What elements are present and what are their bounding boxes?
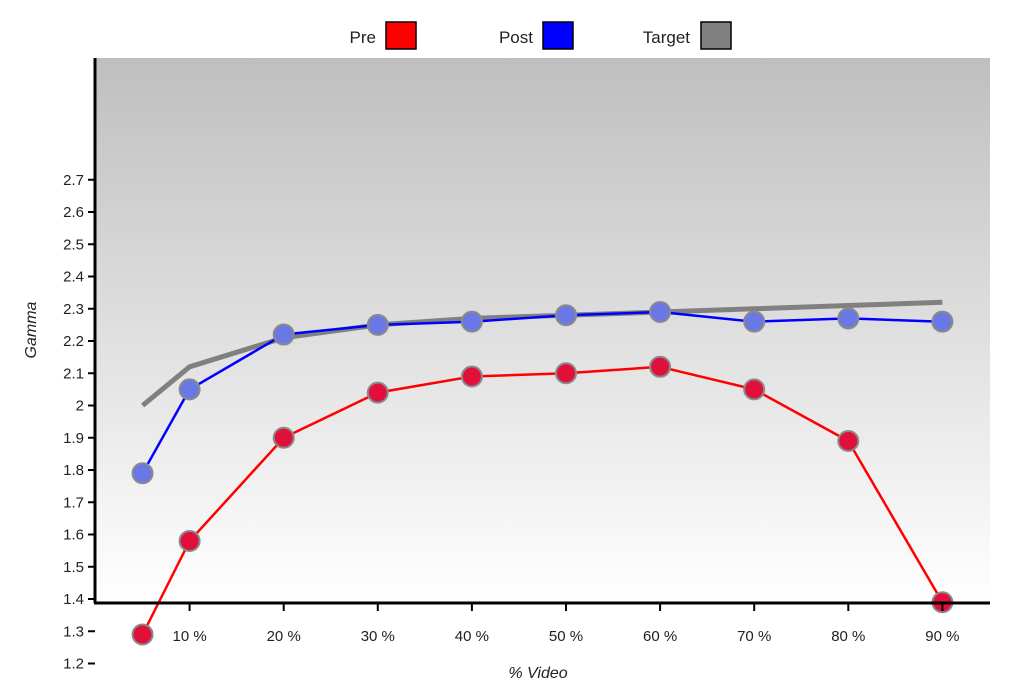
legend-swatch-post (542, 21, 574, 50)
y-tick-label: 2 (76, 398, 84, 415)
data-point-pre (649, 355, 672, 378)
y-tick-label: 2.7 (63, 172, 84, 189)
data-point-post (272, 323, 295, 346)
x-tick-label: 10 % (172, 628, 206, 645)
data-point-pre (366, 381, 389, 404)
data-point-post (931, 310, 954, 333)
y-tick-label: 1.7 (63, 494, 84, 511)
x-tick-label: 30 % (361, 628, 395, 645)
data-point-pre (272, 426, 295, 449)
x-tick-label: 80 % (831, 628, 865, 645)
y-tick-label: 2.4 (63, 269, 84, 286)
y-tick-label: 1.8 (63, 462, 84, 479)
x-axis-title: % Video (508, 665, 567, 682)
x-tick-label: 20 % (267, 628, 301, 645)
data-point-pre (131, 623, 154, 646)
y-tick-label: 1.3 (63, 623, 84, 640)
y-ticks: 1.2 1.3 1.4 1.5 1.6 1.7 1.8 1.9 2 2.1 2.2 2.3 2.4 2.5… (63, 172, 95, 673)
data-point-pre (460, 365, 483, 388)
data-point-post (178, 378, 201, 401)
x-tick-label: 50 % (549, 628, 583, 645)
data-point-post (649, 300, 672, 323)
y-tick-label: 1.9 (63, 430, 84, 447)
data-point-post (837, 307, 860, 330)
series-line-target (141, 299, 943, 408)
x-tick-label: 90 % (925, 628, 959, 645)
y-tick-label: 1.5 (63, 559, 84, 576)
series-line-post (141, 310, 943, 474)
data-point-post (743, 310, 766, 333)
x-tick-label: 70 % (737, 628, 771, 645)
data-point-pre (178, 529, 201, 552)
data-point-post (460, 310, 483, 333)
y-tick-label: 2.1 (63, 365, 84, 382)
data-point-pre (837, 429, 860, 452)
x-ticks: 10 % 20 % 30 % 40 % 50 % 60 % 70 % 80 % 90 % (172, 603, 960, 645)
legend-label-pre: Pre (350, 28, 376, 47)
data-point-pre (743, 378, 766, 401)
y-tick-label: 1.6 (63, 527, 84, 544)
data-point-pre (555, 362, 577, 385)
y-tick-label: 2.6 (63, 204, 84, 221)
legend-swatch-pre (385, 21, 417, 50)
series-layer (131, 299, 954, 646)
x-tick-label: 60 % (643, 628, 677, 645)
data-point-post (131, 462, 154, 485)
legend-swatch-target (700, 21, 732, 50)
legend: Pre Post Target (350, 21, 732, 50)
y-tick-label: 2.5 (63, 236, 84, 253)
y-tick-label: 2.3 (63, 301, 84, 318)
data-point-post (555, 304, 577, 327)
plot-background (95, 58, 990, 603)
x-tick-label: 40 % (455, 628, 489, 645)
data-point-post (366, 313, 389, 336)
y-axis-title: Gamma (23, 301, 40, 358)
y-tick-label: 1.2 (63, 656, 84, 673)
legend-label-post: Post (499, 28, 533, 47)
y-tick-label: 2.2 (63, 333, 84, 350)
series-line-pre (141, 365, 944, 636)
y-tick-label: 1.4 (63, 591, 84, 608)
legend-label-target: Target (643, 28, 691, 47)
